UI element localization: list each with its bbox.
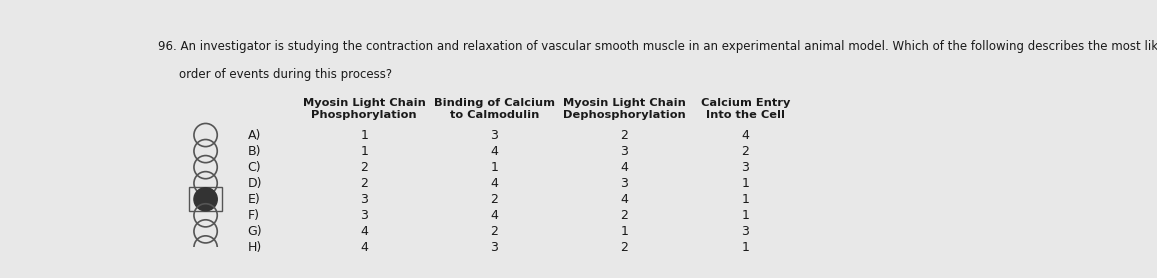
Text: E): E) bbox=[248, 193, 260, 206]
Text: 1: 1 bbox=[620, 225, 628, 238]
Text: 3: 3 bbox=[360, 209, 368, 222]
Text: D): D) bbox=[248, 177, 263, 190]
Text: 2: 2 bbox=[491, 225, 499, 238]
Text: 2: 2 bbox=[491, 193, 499, 206]
Text: 2: 2 bbox=[360, 161, 368, 174]
Text: 4: 4 bbox=[360, 225, 368, 238]
Text: order of events during this process?: order of events during this process? bbox=[178, 68, 392, 81]
Text: B): B) bbox=[248, 145, 261, 158]
Text: Binding of Calcium
to Calmodulin: Binding of Calcium to Calmodulin bbox=[434, 98, 555, 120]
Text: 96. An investigator is studying the contraction and relaxation of vascular smoot: 96. An investigator is studying the cont… bbox=[159, 40, 1157, 53]
Text: 3: 3 bbox=[620, 177, 628, 190]
Text: F): F) bbox=[248, 209, 259, 222]
Text: 1: 1 bbox=[742, 177, 750, 190]
Text: H): H) bbox=[248, 241, 261, 254]
Text: 2: 2 bbox=[742, 145, 750, 158]
Text: Myosin Light Chain
Phosphorylation: Myosin Light Chain Phosphorylation bbox=[303, 98, 426, 120]
Text: 4: 4 bbox=[742, 128, 750, 142]
Text: 4: 4 bbox=[491, 177, 499, 190]
Text: 1: 1 bbox=[742, 193, 750, 206]
Text: 1: 1 bbox=[360, 128, 368, 142]
Text: 3: 3 bbox=[742, 225, 750, 238]
Text: 1: 1 bbox=[742, 209, 750, 222]
Text: 2: 2 bbox=[620, 209, 628, 222]
Text: 1: 1 bbox=[491, 161, 499, 174]
Text: 4: 4 bbox=[360, 241, 368, 254]
Text: 4: 4 bbox=[491, 209, 499, 222]
Text: 3: 3 bbox=[742, 161, 750, 174]
Text: 4: 4 bbox=[491, 145, 499, 158]
Text: 4: 4 bbox=[620, 193, 628, 206]
Text: 2: 2 bbox=[620, 128, 628, 142]
Ellipse shape bbox=[194, 188, 218, 211]
Text: 3: 3 bbox=[491, 241, 499, 254]
Text: 3: 3 bbox=[620, 145, 628, 158]
Text: 3: 3 bbox=[491, 128, 499, 142]
Text: Myosin Light Chain
Dephosphorylation: Myosin Light Chain Dephosphorylation bbox=[563, 98, 686, 120]
Text: 1: 1 bbox=[360, 145, 368, 158]
Text: G): G) bbox=[248, 225, 263, 238]
Text: A): A) bbox=[248, 128, 261, 142]
Text: 2: 2 bbox=[360, 177, 368, 190]
Text: 3: 3 bbox=[360, 193, 368, 206]
Text: C): C) bbox=[248, 161, 261, 174]
Text: Calcium Entry
Into the Cell: Calcium Entry Into the Cell bbox=[701, 98, 790, 120]
Text: 4: 4 bbox=[620, 161, 628, 174]
Text: 2: 2 bbox=[620, 241, 628, 254]
Text: 1: 1 bbox=[742, 241, 750, 254]
